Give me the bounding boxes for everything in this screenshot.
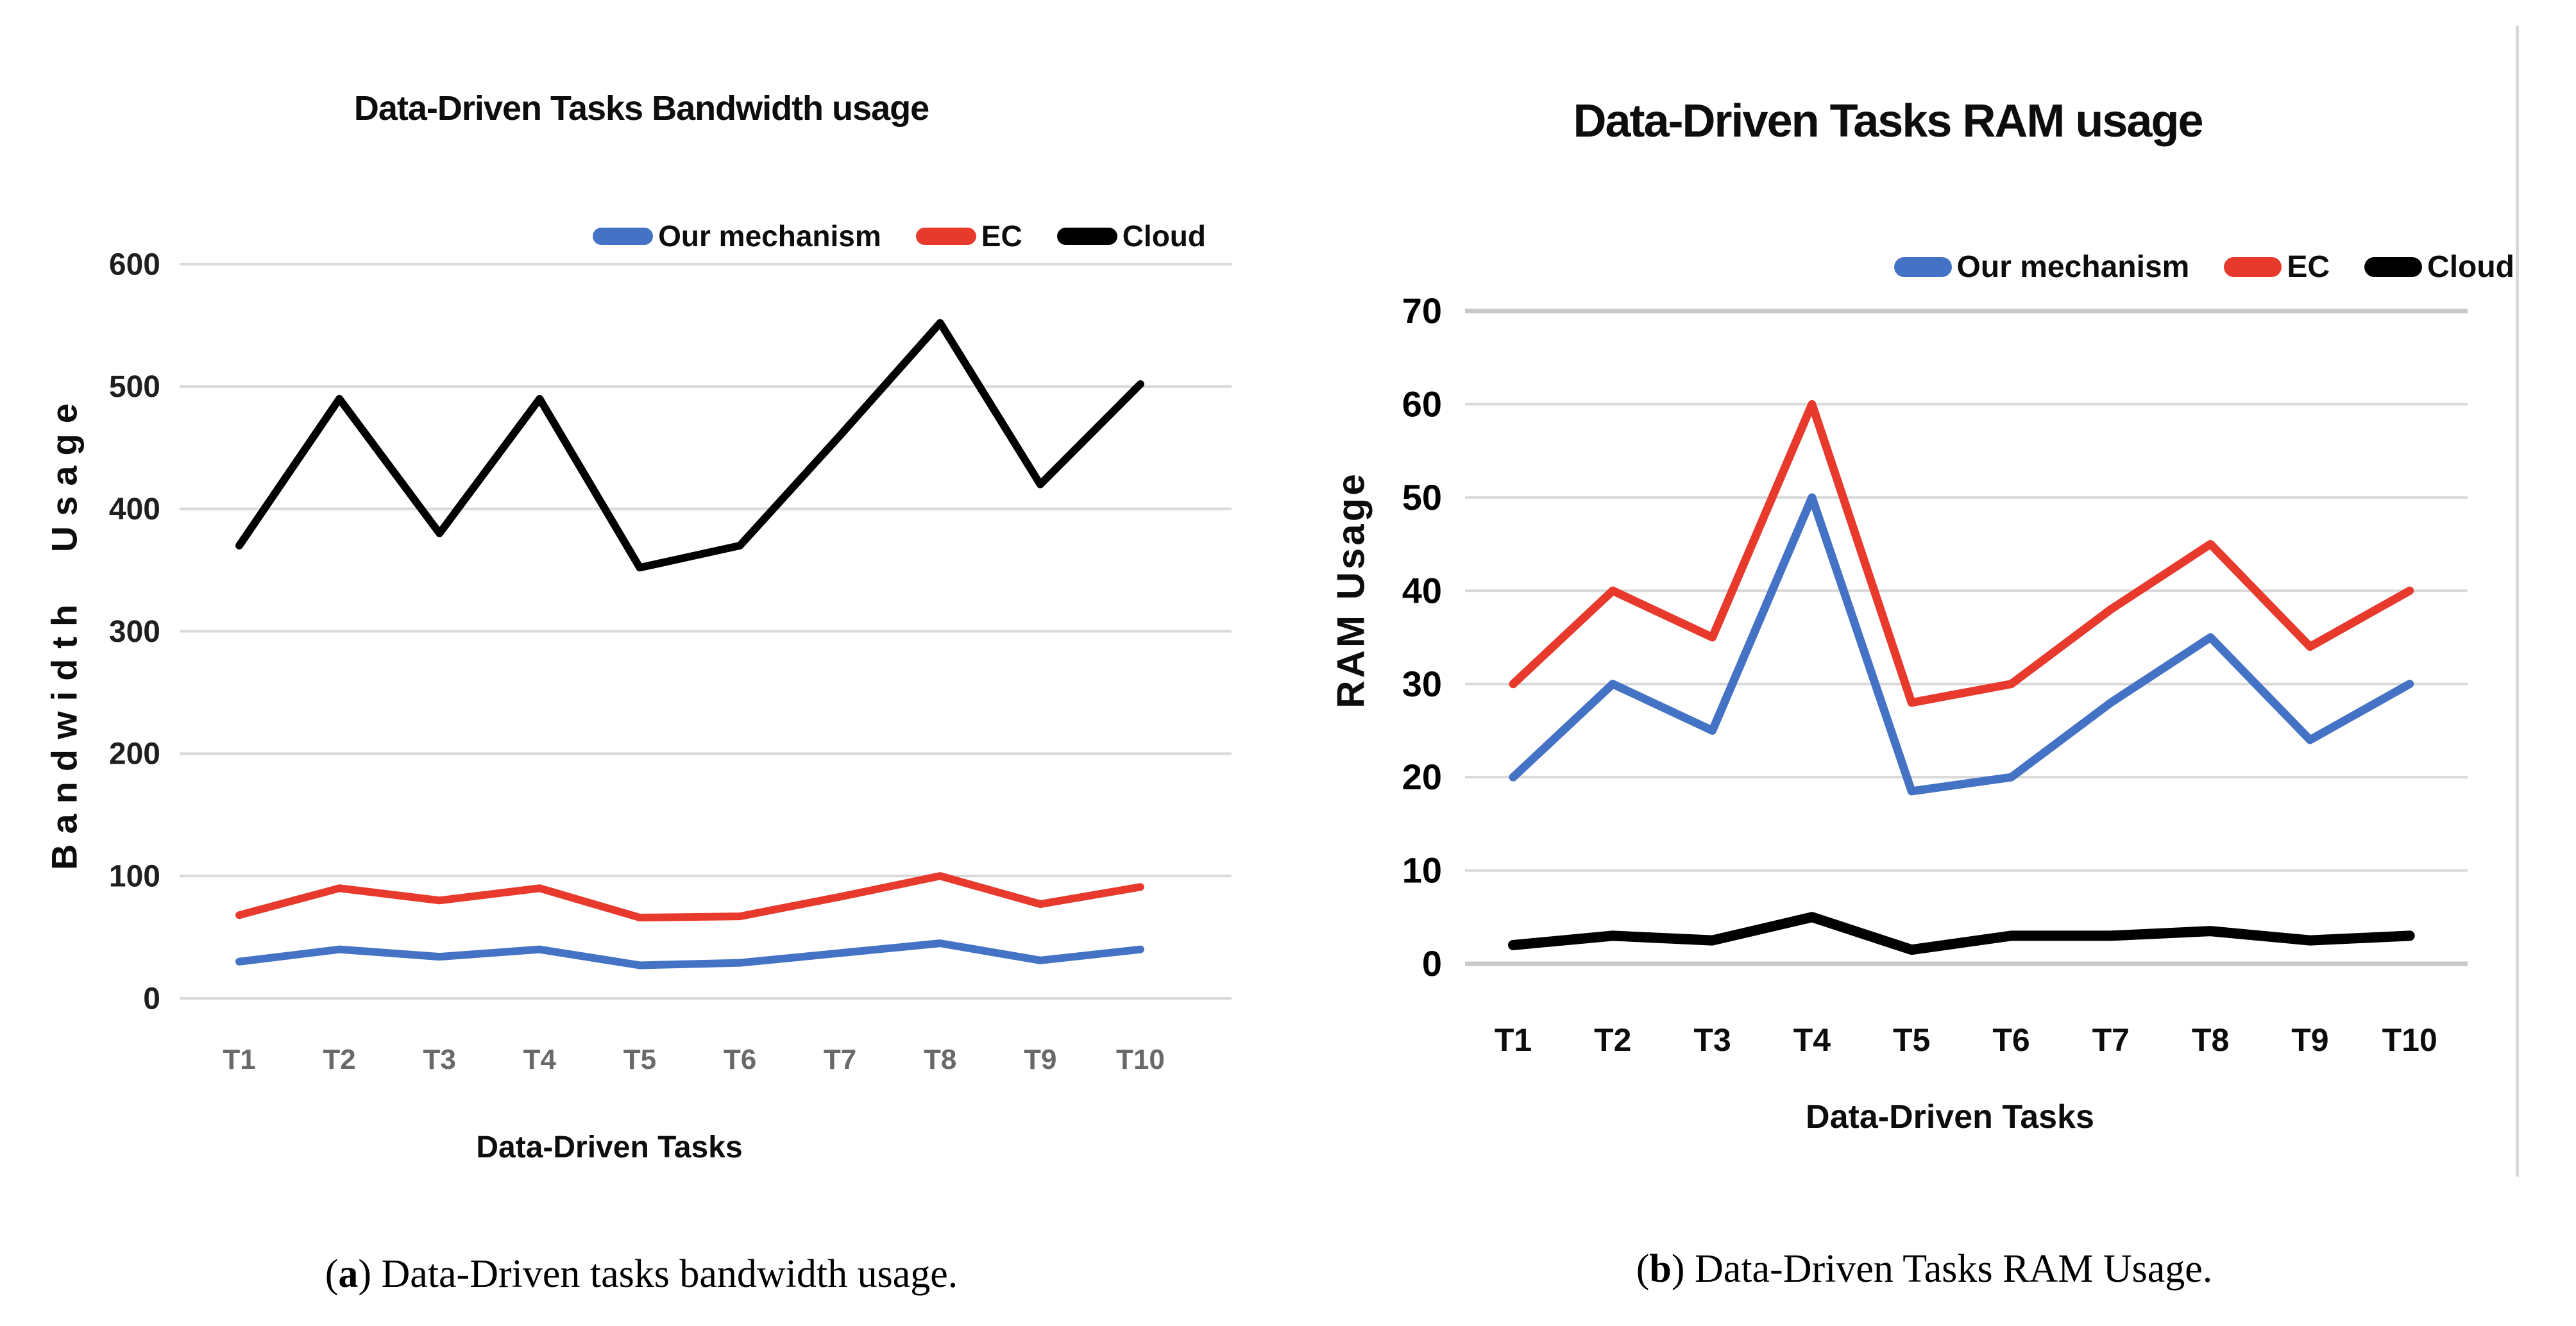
legend-item-cloud: Cloud: [2364, 249, 2514, 285]
ram-x-tick-label: T5: [1893, 1022, 1930, 1058]
ram-y-tick-label: 50: [1402, 477, 1442, 517]
legend-swatch-cloud-icon: [2364, 256, 2423, 277]
ram-x-tick-label: T10: [2382, 1022, 2437, 1058]
bandwidth-y-axis-title: Bandwidth Usage: [44, 393, 85, 870]
ram-y-tick-label: 40: [1402, 570, 1442, 610]
ram-y-axis-title: RAM Usage: [1329, 471, 1373, 709]
caption-b-open: (: [1636, 1247, 1650, 1291]
legend-label-cloud: Cloud: [1122, 219, 1206, 253]
legend-swatch-cloud-icon: [1056, 227, 1117, 245]
bandwidth-x-tick-label: T7: [824, 1044, 856, 1075]
legend-label-our-mechanism: Our mechanism: [1956, 249, 2190, 284]
legend-label-ec: EC: [2287, 249, 2330, 284]
caption-a: (a) Data-Driven tasks bandwidth usage.: [0, 1252, 1283, 1297]
ram-x-tick-label: T2: [1594, 1022, 1631, 1058]
ram-x-tick-label: T3: [1693, 1022, 1731, 1058]
caption-a-letter: a: [338, 1252, 359, 1296]
page-edge-divider: [2516, 26, 2519, 1177]
bandwidth-x-tick-label: T8: [924, 1044, 956, 1075]
legend-label-cloud: Cloud: [2427, 249, 2514, 284]
caption-b: (b) Data-Driven Tasks RAM Usage.: [1347, 1246, 2502, 1292]
bandwidth-series-line-ec: [235, 872, 1144, 922]
bandwidth-x-tick-label: T3: [423, 1044, 456, 1075]
legend-item-ec: EC: [2224, 249, 2330, 285]
ram-series-line-cloud: [1508, 912, 2415, 955]
legend-item-our-mechanism: Our mechanism: [593, 219, 881, 253]
ram-y-tick-label: 70: [1402, 290, 1442, 331]
caption-b-text: ) Data-Driven Tasks RAM Usage.: [1671, 1247, 2213, 1291]
caption-b-letter: b: [1649, 1247, 1672, 1291]
bandwidth-chart-legend: Our mechanism EC Cloud: [593, 215, 1206, 256]
ram-x-tick-label: T6: [1992, 1022, 2029, 1058]
ram-x-tick-label: T4: [1793, 1022, 1831, 1058]
bandwidth-series-line-our-mechanism: [235, 939, 1144, 969]
bandwidth-y-tick-label: 100: [109, 859, 160, 893]
ram-y-tick-label: 30: [1402, 664, 1442, 704]
bandwidth-y-tick-label: 500: [109, 370, 160, 404]
bandwidth-x-tick-label: T2: [323, 1044, 355, 1075]
ram-x-axis-title: Data-Driven Tasks: [1806, 1098, 2094, 1136]
legend-label-ec: EC: [981, 219, 1022, 253]
bandwidth-x-tick-label: T5: [623, 1044, 656, 1075]
bandwidth-chart-plot: 0 100 200 300 400 500 600 T1 T2 T3 T4 T5 T6 T7 T8 T9 T10: [109, 248, 1232, 1075]
ram-chart-title: Data-Driven Tasks RAM usage: [1573, 96, 2204, 147]
legend-item-ec: EC: [915, 219, 1022, 253]
ram-chart-plot: 0 10 20 30 40 50 60 70 T1 T2 T3 T4 T5 T6 T7 T8 T9 T10: [1402, 290, 2468, 1058]
legend-item-our-mechanism: Our mechanism: [1894, 249, 2190, 285]
bandwidth-y-tick-label: 400: [109, 492, 160, 526]
caption-a-open: (: [325, 1252, 339, 1296]
legend-swatch-ec-icon: [2224, 256, 2282, 277]
ram-y-tick-label: 60: [1402, 383, 1442, 424]
ram-series-line-our-mechanism: [1509, 493, 2414, 796]
bandwidth-y-tick-label: 0: [143, 982, 160, 1016]
bandwidth-series-line-cloud: [235, 319, 1144, 572]
ram-y-tick-label: 0: [1422, 943, 1442, 984]
ram-y-tick-label: 20: [1402, 757, 1442, 797]
bandwidth-x-tick-label: T6: [724, 1044, 756, 1075]
bandwidth-x-tick-label: T1: [223, 1044, 255, 1075]
bandwidth-y-tick-label: 300: [109, 615, 160, 649]
ram-series-line-ec: [1509, 399, 2414, 707]
ram-x-tick-label: T7: [2092, 1022, 2130, 1058]
legend-label-our-mechanism: Our mechanism: [658, 219, 881, 253]
bandwidth-y-tick-label: 200: [109, 737, 160, 771]
bandwidth-x-tick-label: T9: [1024, 1044, 1056, 1075]
bandwidth-chart-title: Data-Driven Tasks Bandwidth usage: [353, 89, 929, 128]
legend-item-cloud: Cloud: [1056, 219, 1206, 253]
ram-x-tick-label: T9: [2291, 1022, 2328, 1058]
ram-chart-legend: Our mechanism EC Cloud: [1894, 245, 2514, 289]
ram-x-tick-label: T1: [1495, 1022, 1532, 1058]
legend-swatch-our-mechanism-icon: [1894, 256, 1952, 277]
bandwidth-x-tick-label: T4: [523, 1044, 557, 1075]
bandwidth-x-tick-label: T10: [1116, 1044, 1165, 1075]
ram-x-tick-label: T8: [2192, 1022, 2229, 1058]
bandwidth-x-axis-title: Data-Driven Tasks: [476, 1130, 743, 1164]
legend-swatch-our-mechanism-icon: [593, 227, 654, 245]
bandwidth-y-tick-label: 600: [109, 248, 160, 281]
ram-y-tick-label: 10: [1402, 850, 1442, 891]
caption-a-text: ) Data-Driven tasks bandwidth usage.: [358, 1252, 958, 1296]
legend-swatch-ec-icon: [915, 227, 976, 245]
